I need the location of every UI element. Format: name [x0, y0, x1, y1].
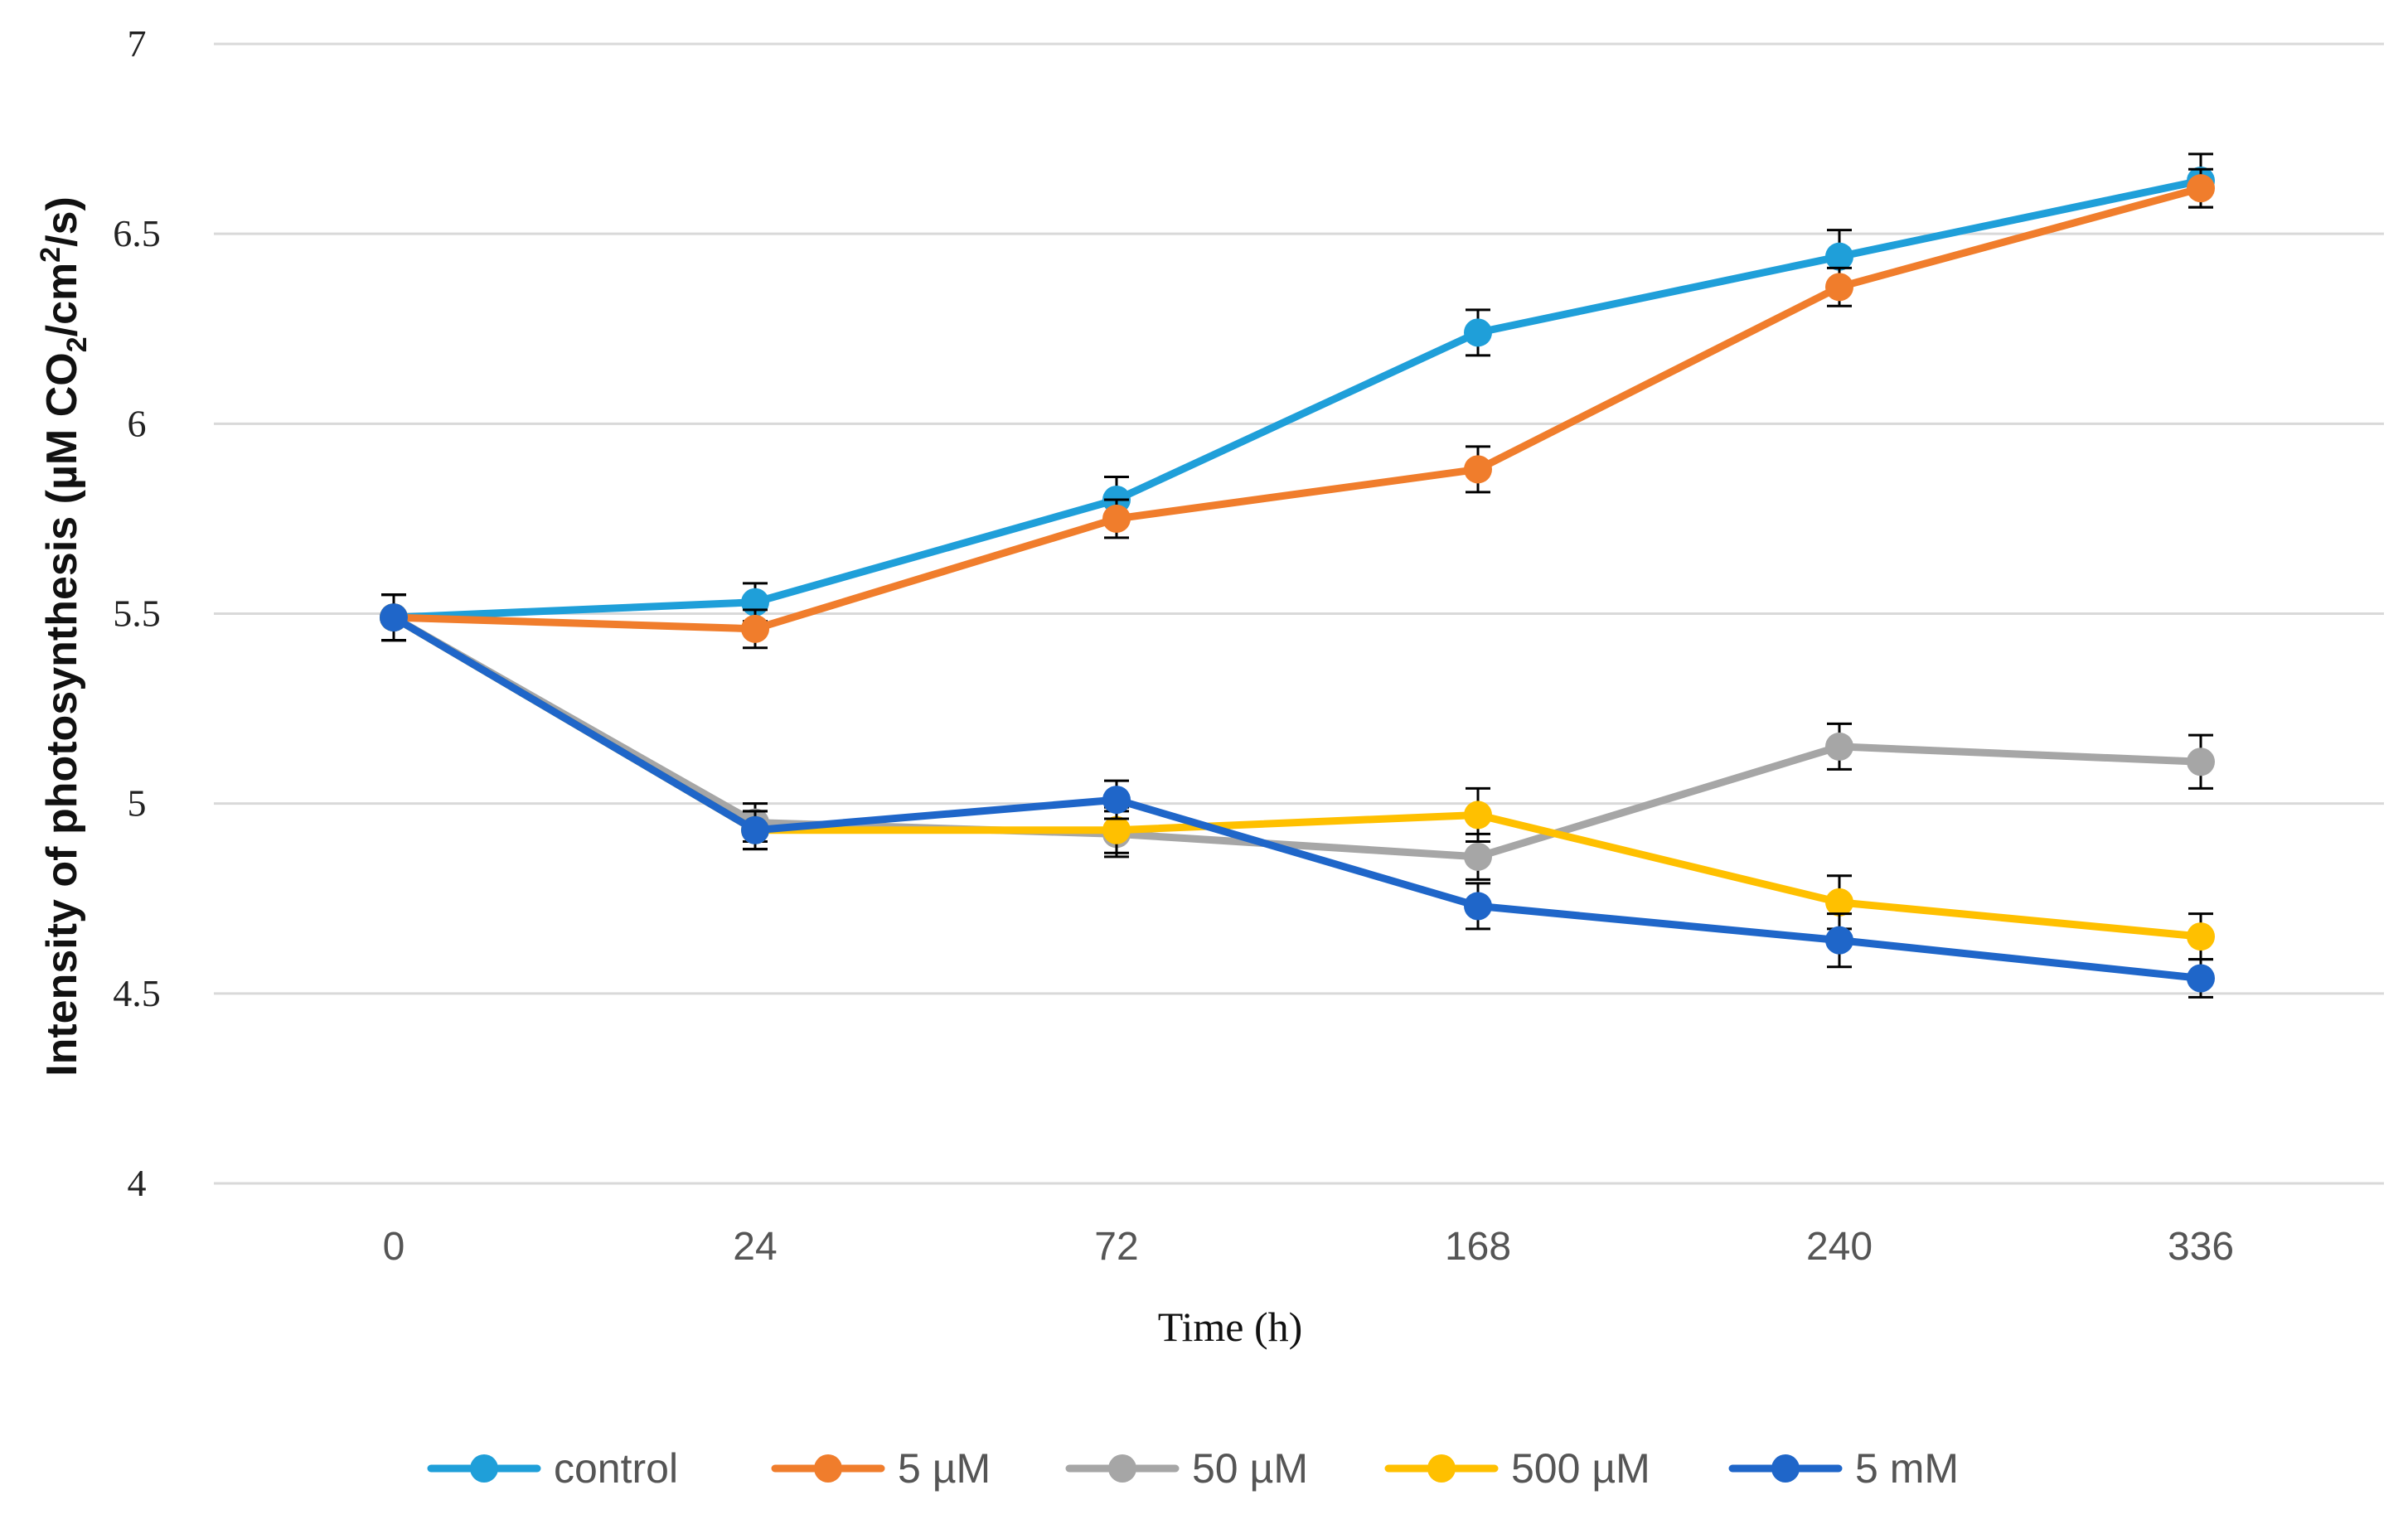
- series-line: [390, 613, 2205, 982]
- legend-swatch-marker: [1427, 1454, 1456, 1483]
- y-axis-ticks: 4 4.5 5 5.5 6 6.5 7: [113, 22, 161, 1204]
- y-axis-title-suffix: /s): [38, 196, 86, 247]
- series-2: [380, 593, 2215, 881]
- legend-swatch-marker: [1771, 1454, 1800, 1483]
- y-tick-label: 6: [128, 402, 147, 444]
- y-tick-label: 4: [128, 1162, 147, 1204]
- data-point: [380, 603, 408, 632]
- legend-item: 50 µM: [1065, 1445, 1308, 1492]
- y-tick-label: 5.5: [113, 593, 161, 635]
- data-point: [2187, 964, 2215, 993]
- data-point: [2187, 747, 2215, 776]
- legend-label: 500 µM: [1511, 1445, 1650, 1492]
- data-point: [1825, 926, 1853, 955]
- data-point: [1464, 455, 1492, 484]
- y-axis-title: Intensity of photosynthesis (µM CO2/cm2/…: [35, 196, 93, 1076]
- series-line: [390, 613, 2205, 861]
- data-point: [1464, 801, 1492, 830]
- data-point: [741, 614, 769, 643]
- data-point: [1825, 242, 1853, 271]
- legend-swatch-marker: [470, 1454, 498, 1483]
- data-point: [1102, 504, 1131, 533]
- y-tick-label: 5: [128, 782, 147, 825]
- legend-label: 5 µM: [898, 1445, 991, 1492]
- legend-label: control: [554, 1445, 678, 1492]
- gridlines: [214, 42, 2384, 1185]
- data-point: [741, 815, 769, 844]
- data-point: [2187, 174, 2215, 203]
- series-3: [380, 593, 2215, 961]
- series-4: [380, 593, 2215, 999]
- x-tick-label: 168: [1445, 1225, 1511, 1269]
- legend-label: 5 mM: [1855, 1445, 1959, 1492]
- data-series: [380, 152, 2215, 999]
- y-axis-title-middle: /cm: [38, 263, 86, 337]
- data-point: [1825, 732, 1853, 761]
- data-point: [2187, 922, 2215, 951]
- x-tick-label: 240: [1806, 1225, 1873, 1269]
- y-tick-label: 6.5: [113, 212, 161, 254]
- data-point: [1102, 815, 1131, 844]
- y-tick-label: 7: [128, 22, 147, 65]
- data-point: [1825, 273, 1853, 302]
- series-line: [390, 177, 2205, 622]
- legend-item: 5 mM: [1728, 1445, 1959, 1492]
- x-tick-label: 72: [1094, 1225, 1138, 1269]
- legend-item: 5 µM: [771, 1445, 991, 1492]
- x-axis-ticks: 0 24 72 168 240 336: [383, 1225, 2234, 1269]
- x-tick-label: 336: [2168, 1225, 2234, 1269]
- data-point: [1464, 318, 1492, 347]
- data-point: [1825, 888, 1853, 917]
- series-1: [380, 167, 2215, 650]
- data-point: [1102, 786, 1131, 815]
- x-axis-title: Time (h): [1158, 1304, 1303, 1350]
- y-tick-label: 4.5: [113, 972, 161, 1014]
- legend: control 5 µM 50 µM 500 µM 5 mM: [427, 1445, 1959, 1492]
- y-axis-title-prefix: Intensity of photosynthesis (µM CO: [38, 352, 86, 1076]
- legend-item: control: [427, 1445, 678, 1492]
- y-axis-title-superscript: 2: [35, 247, 66, 263]
- legend-swatch-marker: [1108, 1454, 1136, 1483]
- data-point: [1464, 842, 1492, 871]
- series-line: [390, 184, 2205, 633]
- x-tick-label: 0: [383, 1225, 405, 1269]
- data-point: [1464, 892, 1492, 921]
- y-axis-title-subscript: 2: [61, 336, 93, 352]
- legend-item: 500 µM: [1384, 1445, 1650, 1492]
- legend-label: 50 µM: [1192, 1445, 1308, 1492]
- series-0: [380, 152, 2215, 642]
- legend-swatch-marker: [814, 1454, 842, 1483]
- x-tick-label: 24: [733, 1225, 777, 1269]
